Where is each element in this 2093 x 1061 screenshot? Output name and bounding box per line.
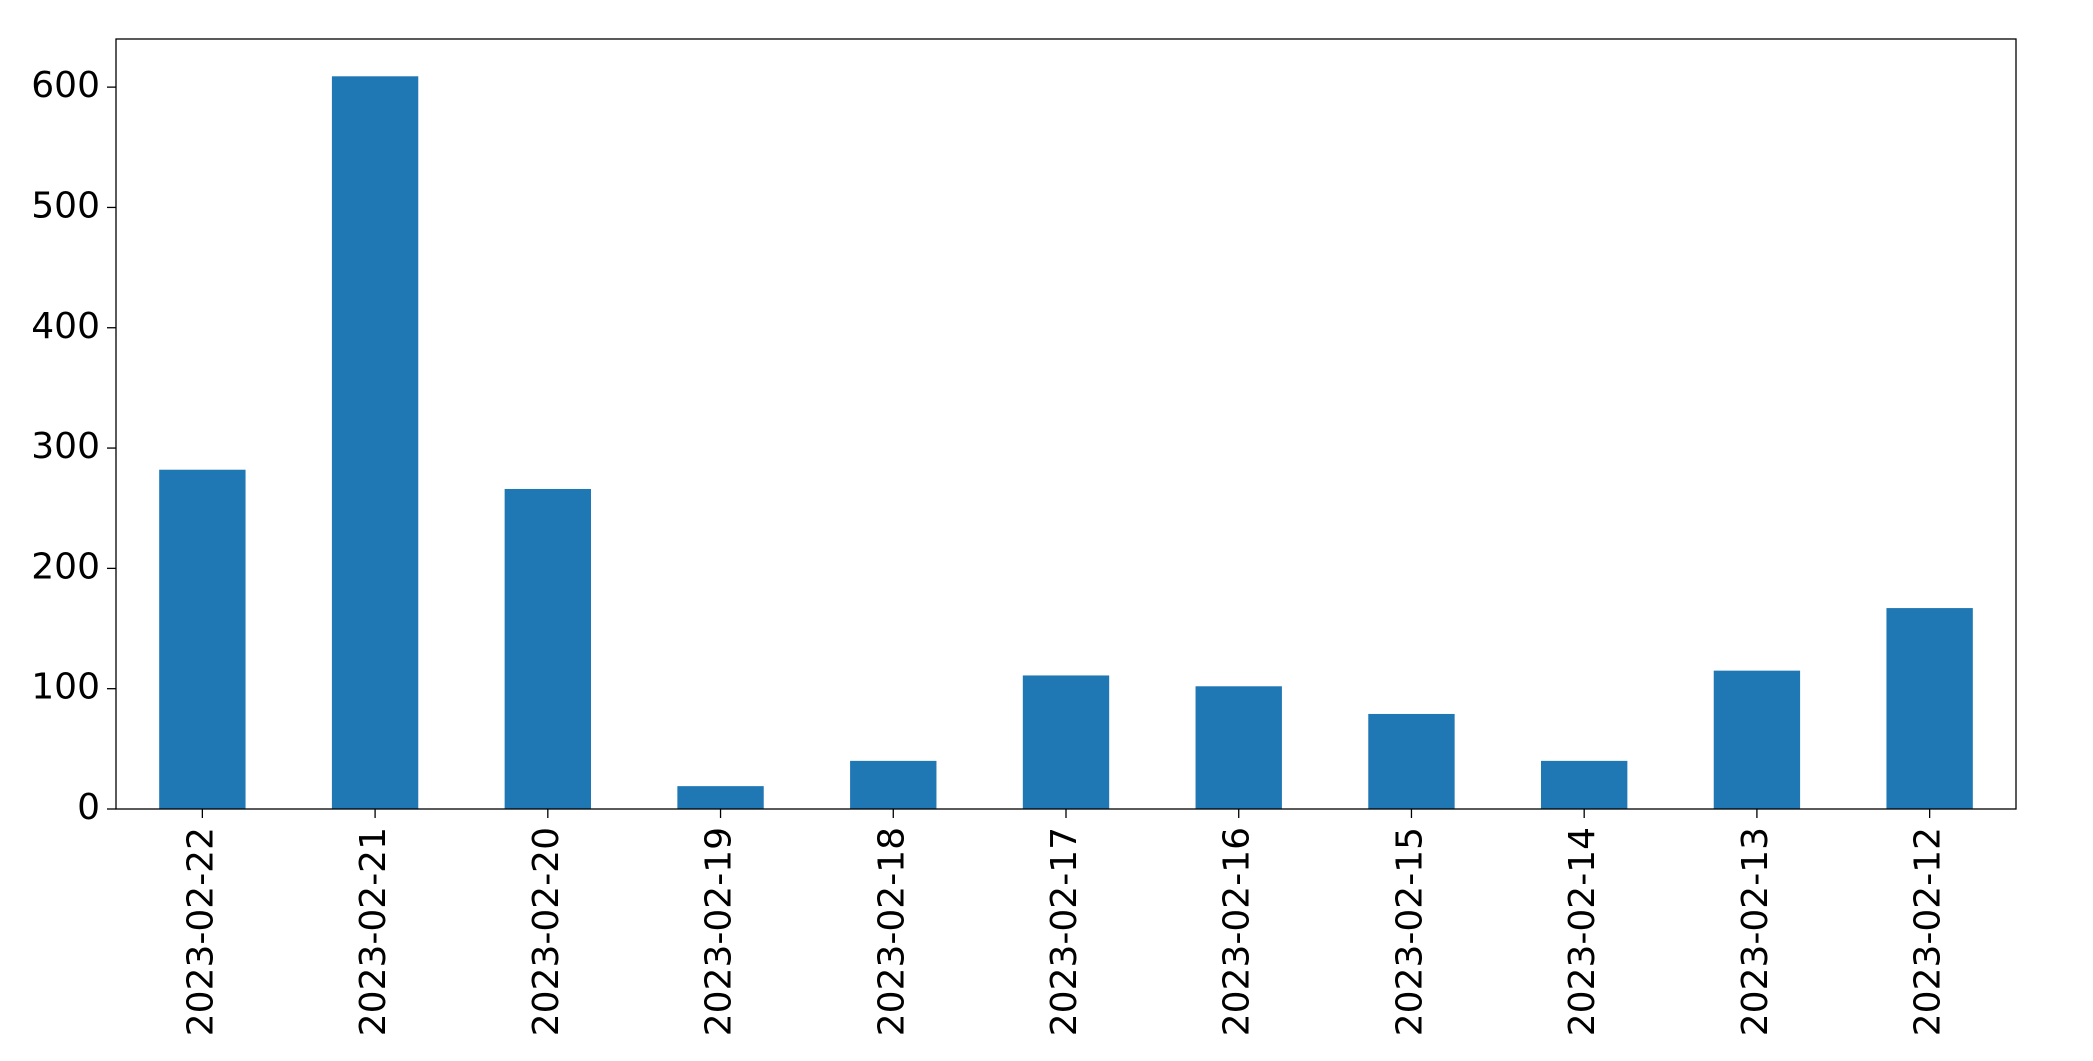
y-tick-label: 300 (31, 426, 100, 467)
bar (1368, 713, 1455, 809)
y-tick-label: 600 (31, 65, 100, 106)
x-tick-label: 2023-02-18 (871, 827, 912, 1036)
x-tick-label: 2023-02-17 (1044, 827, 1085, 1036)
x-tick-label: 2023-02-19 (699, 827, 740, 1036)
plot-frame (115, 38, 2017, 810)
y-tick-label: 400 (31, 306, 100, 347)
bar (159, 469, 246, 809)
x-tick-label: 2023-02-22 (180, 827, 221, 1036)
bar (1022, 675, 1110, 809)
x-tick-label: 2023-02-21 (353, 827, 394, 1036)
bar (1713, 670, 1801, 809)
x-tick-label: 2023-02-15 (1389, 827, 1430, 1036)
bar (504, 488, 591, 809)
bar (677, 786, 764, 809)
x-tick-label: 2023-02-14 (1562, 827, 1603, 1036)
bar (1886, 608, 1973, 809)
y-tick-label: 500 (31, 185, 100, 226)
bar (1541, 760, 1628, 809)
x-tick-label: 2023-02-13 (1735, 827, 1776, 1036)
x-tick-label: 2023-02-20 (526, 827, 567, 1036)
x-tick-label: 2023-02-12 (1908, 827, 1949, 1036)
bar (331, 76, 419, 809)
bar (1195, 686, 1282, 809)
y-tick-label: 100 (31, 667, 100, 708)
y-tick-label: 200 (31, 546, 100, 587)
y-tick-label: 0 (77, 787, 100, 828)
x-tick-label: 2023-02-16 (1217, 827, 1258, 1036)
bar (850, 760, 937, 809)
